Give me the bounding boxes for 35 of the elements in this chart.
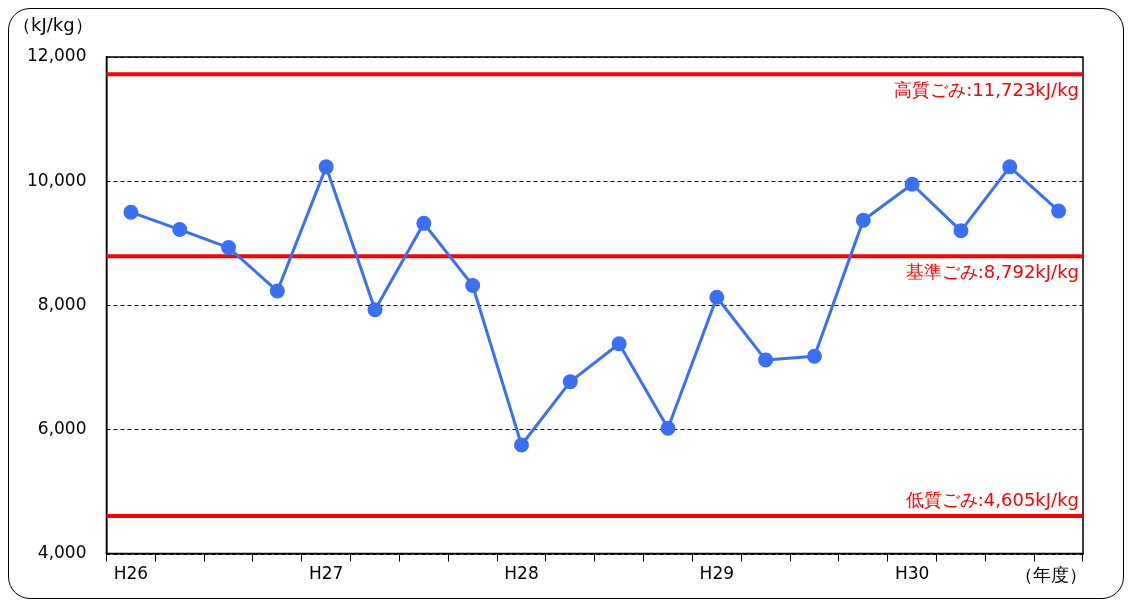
- point: [562, 374, 578, 390]
- point: [1051, 203, 1067, 219]
- point: [269, 283, 285, 299]
- y-axis-title: （kJ/kg）: [13, 13, 93, 35]
- point: [855, 212, 871, 228]
- point: [904, 176, 920, 192]
- point: [806, 348, 822, 364]
- y-tick-label: 8,000: [37, 293, 87, 314]
- y-tick-label: 4,000: [37, 542, 87, 563]
- point: [172, 222, 188, 238]
- x-tick-label: H26: [113, 563, 149, 584]
- y-tick-label: 12,000: [27, 45, 87, 66]
- point: [221, 240, 237, 256]
- point: [660, 420, 676, 436]
- x-tick-label: H29: [699, 563, 735, 584]
- point: [709, 289, 725, 305]
- point: [514, 437, 529, 453]
- ref-line-label: 基準ごみ:8,792kJ/kg: [905, 260, 1079, 282]
- y-tick-label: 10,000: [27, 169, 87, 190]
- point: [465, 277, 481, 293]
- x-tick-label: H30: [894, 563, 930, 584]
- point: [416, 215, 432, 231]
- ref-line-label: 高質ごみ:11,723kJ/kg: [894, 78, 1079, 100]
- point: [123, 204, 139, 220]
- ref-line-label: 低質ごみ:4,605kJ/kg: [905, 488, 1079, 510]
- y-tick-label: 6,000: [37, 417, 87, 438]
- x-tick-label: H28: [504, 563, 539, 584]
- point: [367, 302, 383, 318]
- x-tick-label: H27: [308, 563, 344, 584]
- point: [611, 336, 627, 352]
- point: [953, 223, 969, 239]
- x-axis-title: （年度）: [1015, 564, 1087, 586]
- point: [318, 159, 334, 175]
- point: [1002, 159, 1018, 175]
- point: [758, 352, 774, 368]
